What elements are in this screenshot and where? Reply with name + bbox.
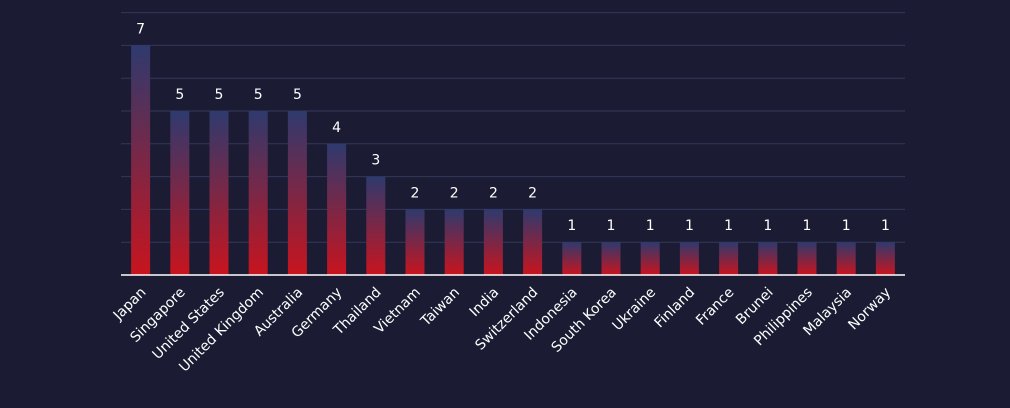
bar-malaysia [836, 242, 856, 275]
bar-france [719, 242, 739, 275]
value-labels: 7 5 5 5 5 4 3 2 2 2 2 1 1 1 1 1 1 1 1 1 [136, 21, 890, 234]
value-label-malaysia: 1 [842, 218, 851, 234]
value-label-australia: 5 [293, 87, 302, 103]
bar-japan [131, 45, 151, 276]
gridlines [121, 12, 905, 243]
bar-thailand [366, 176, 386, 275]
tick-label-finland: Finland [652, 285, 699, 332]
bar-norway [875, 242, 895, 275]
value-label-vietnam: 2 [411, 185, 420, 201]
bar-singapore [170, 111, 190, 275]
value-label-taiwan: 2 [450, 185, 459, 201]
bar-philippines [797, 242, 817, 275]
value-label-thailand: 3 [371, 153, 380, 169]
bar-indonesia [562, 242, 582, 275]
tick-label-taiwan: Taiwan [417, 285, 463, 331]
value-label-germany: 4 [332, 120, 341, 136]
value-label-united-kingdom: 5 [254, 87, 263, 103]
value-label-japan: 7 [136, 21, 145, 37]
value-label-indonesia: 1 [567, 218, 576, 234]
bar-finland [679, 242, 699, 275]
tick-label-india: India [467, 285, 503, 321]
value-label-brunei: 1 [763, 218, 772, 234]
bar-united-states [209, 111, 229, 275]
value-label-finland: 1 [685, 218, 694, 234]
tick-label-ukraine: Ukraine [609, 285, 659, 335]
value-label-united-states: 5 [215, 87, 224, 103]
value-label-france: 1 [724, 218, 733, 234]
bar-australia [287, 111, 307, 275]
bar-taiwan [444, 209, 464, 275]
tick-label-france: France [693, 285, 737, 329]
value-label-singapore: 5 [175, 87, 184, 103]
bar-germany [327, 143, 347, 275]
value-label-switzerland: 2 [528, 185, 537, 201]
bar-united-kingdom [248, 111, 268, 275]
value-label-ukraine: 1 [646, 218, 655, 234]
bar-brunei [758, 242, 778, 275]
bar-ukraine [640, 242, 660, 275]
bar-vietnam [405, 209, 425, 275]
value-label-norway: 1 [881, 218, 890, 234]
value-label-south-korea: 1 [607, 218, 616, 234]
value-label-india: 2 [489, 185, 498, 201]
tick-label-norway: Norway [845, 285, 894, 334]
bar-south-korea [601, 242, 621, 275]
bar-switzerland [523, 209, 543, 275]
value-label-philippines: 1 [803, 218, 812, 234]
bar-india [483, 209, 503, 275]
bars [131, 45, 895, 276]
